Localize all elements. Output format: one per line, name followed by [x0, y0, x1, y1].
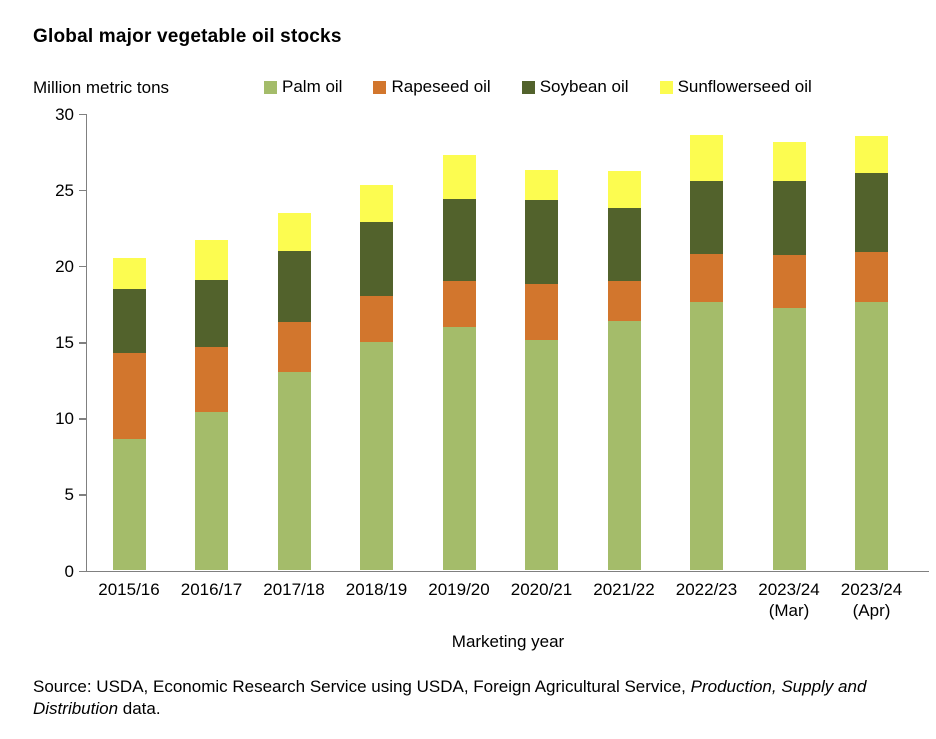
bar-segment-sunflowerseed-oil-202021 [525, 169, 558, 201]
y-tick-mark [78, 418, 86, 420]
bar-segment-rapeseed-oil-201516 [112, 352, 146, 440]
bar-segment-sunflowerseed-oil-201819 [360, 185, 393, 222]
bar-segment-palm-oil-201718 [277, 372, 311, 571]
source-text-italic: Production, Supply and Distribution [33, 677, 867, 719]
source-note: Source: USDA, Economic Research Service … [33, 676, 913, 720]
y-tick-label: 5 [64, 485, 74, 505]
legend-label: Rapeseed oil [391, 77, 491, 96]
x-axis-title: Marketing year [451, 632, 565, 651]
x-axis-label-201617: 2016/17 [180, 580, 243, 599]
bar-segment-sunflowerseed-oil-202324 [772, 142, 806, 181]
legend-swatch-icon [521, 80, 535, 94]
bar-segment-rapeseed-oil-201617 [195, 346, 228, 413]
x-axis-label-201819: 2018/19 [345, 580, 408, 599]
y-tick-label: 30 [55, 104, 74, 124]
source-text-regular: Source: USDA, Economic Research Service … [33, 677, 691, 696]
y-axis-units-label: Million metric tons [33, 78, 170, 97]
y-tick-label: 15 [55, 333, 74, 352]
bar-segment-soybean-oil-201516 [112, 288, 146, 353]
bar-segment-sunflowerseed-oil-201617 [195, 239, 228, 280]
bar-segment-rapeseed-oil-201718 [277, 322, 311, 373]
legend-swatch-icon [373, 80, 387, 94]
x-axis-label-201516: 2015/16 [98, 580, 160, 599]
bar-segment-rapeseed-oil-201819 [360, 296, 393, 342]
bar-segment-palm-oil-202223 [690, 302, 723, 571]
legend-label: Sunflowerseed oil [677, 77, 812, 96]
bar-segment-soybean-oil-202021 [525, 200, 558, 285]
bar-segment-sunflowerseed-oil-202324 [855, 136, 888, 173]
bar-segment-rapeseed-oil-202223 [690, 253, 723, 303]
bar-segment-rapeseed-oil-202122 [607, 281, 641, 321]
x-axis-label-202324: 2023/24 (Mar) [758, 580, 820, 620]
bar-segment-rapeseed-oil-202324 [772, 255, 806, 309]
bar-segment-rapeseed-oil-202324 [855, 252, 888, 303]
bar-segment-palm-oil-202122 [607, 320, 641, 571]
y-tick-label: 0 [64, 561, 74, 581]
bar-segment-sunflowerseed-oil-202223 [690, 134, 723, 181]
y-tick-mark [78, 113, 86, 115]
bar-segment-soybean-oil-201718 [277, 250, 311, 323]
y-tick-mark [78, 189, 86, 192]
y-tick-label: 10 [55, 409, 74, 429]
y-tick-label: 25 [55, 180, 74, 200]
bar-segment-palm-oil-201920 [442, 326, 476, 571]
legend-swatch-icon [264, 80, 277, 94]
bar-segment-palm-oil-202324 [855, 302, 888, 571]
x-axis-label-202021: 2020/21 [510, 580, 573, 599]
bar-segment-rapeseed-oil-202021 [525, 284, 558, 341]
y-tick-mark [78, 342, 86, 344]
y-tick-label: 20 [55, 256, 74, 276]
y-tick-mark [78, 570, 86, 572]
chart-title: Global major vegetable oil stocks [33, 26, 342, 47]
bar-segment-soybean-oil-202324 [772, 180, 806, 256]
bar-segment-sunflowerseed-oil-201718 [277, 212, 311, 251]
x-axis-label-201718: 2017/18 [263, 580, 325, 599]
bar-segment-palm-oil-201617 [195, 412, 228, 571]
bar-segment-palm-oil-201819 [360, 342, 393, 571]
legend-swatch-icon [659, 80, 673, 94]
legend-label: Soybean oil [539, 77, 629, 96]
x-axis-line [85, 570, 929, 572]
bar-segment-soybean-oil-201617 [195, 279, 228, 347]
source-text-regular-end: data. [118, 699, 161, 719]
y-axis-line [85, 113, 87, 572]
bar-segment-palm-oil-201516 [112, 439, 146, 571]
x-axis-label-202122: 2021/22 [593, 580, 655, 599]
y-tick-mark [78, 494, 86, 496]
x-axis-label-201920: 2019/20 [428, 580, 490, 599]
legend-item-sunflowerseed-oil: Sunflowerseed oil [659, 77, 812, 97]
bar-segment-soybean-oil-202324 [855, 172, 888, 253]
legend-item-palm-oil: Palm oil [264, 77, 342, 97]
bar-segment-sunflowerseed-oil-201516 [112, 258, 146, 289]
bar-segment-sunflowerseed-oil-201920 [442, 154, 476, 199]
bar-segment-soybean-oil-201920 [442, 198, 476, 282]
bar-segment-sunflowerseed-oil-202122 [607, 171, 641, 208]
bar-segment-soybean-oil-201819 [360, 221, 393, 297]
x-axis-label-202324: 2023/24 (Apr) [840, 580, 903, 620]
bar-segment-palm-oil-202021 [525, 340, 558, 571]
legend-label: Palm oil [282, 77, 343, 96]
x-axis-label-202223: 2022/23 [675, 580, 738, 599]
legend-item-rapeseed-oil: Rapeseed oil [373, 77, 491, 97]
bar-segment-soybean-oil-202223 [690, 180, 723, 254]
y-tick-mark [78, 265, 86, 268]
bar-segment-soybean-oil-202122 [607, 207, 641, 282]
legend: Palm oil Rapeseed oil Soybean oil Sunflower… [264, 77, 812, 97]
bar-segment-rapeseed-oil-201920 [442, 281, 476, 327]
bar-segment-palm-oil-202324 [772, 308, 806, 571]
legend-item-soybean-oil: Soybean oil [521, 77, 629, 97]
